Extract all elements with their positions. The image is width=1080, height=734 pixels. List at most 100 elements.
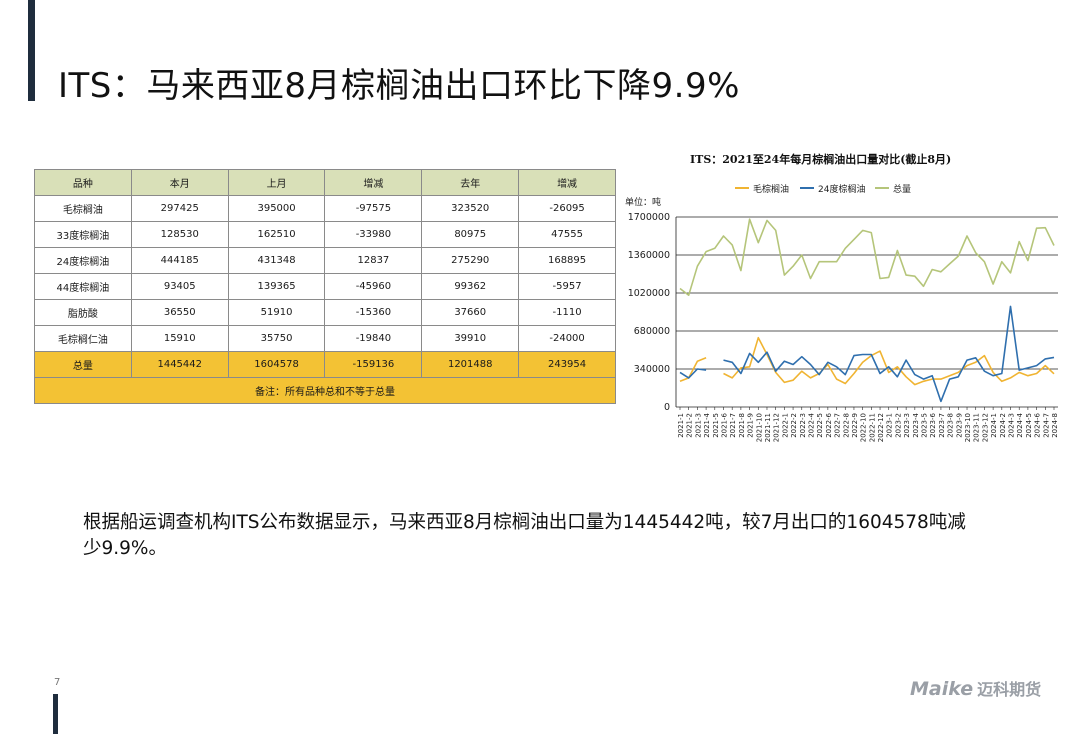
table-cell: 毛棕榈油	[34, 195, 132, 222]
table-row: 毛棕榈油 297425 395000 -97575 323520 -26095	[34, 195, 616, 222]
x-tick-label: 2021-12	[773, 413, 781, 442]
x-tick-label: 2021-5	[712, 413, 720, 438]
table-row: 44度棕榈油 93405 139365 -45960 99362 -5957	[34, 273, 616, 300]
x-tick-label: 2024-7	[1042, 413, 1050, 438]
table-cell: 15910	[130, 325, 229, 352]
table-header-row: 品种 本月 上月 增减 去年 增减	[34, 169, 616, 196]
table-total-cell: -159136	[324, 351, 423, 378]
x-tick-label: 2023-9	[955, 413, 963, 438]
x-tick-label: 2021-8	[738, 413, 746, 438]
table-cell: 297425	[130, 195, 229, 222]
table-note-row: 备注：所有品种总和不等于总量	[34, 377, 616, 404]
y-tick-label: 1020000	[628, 288, 670, 299]
x-tick-label: 2021-6	[720, 412, 728, 437]
table-cell: 37660	[421, 299, 520, 326]
chart-svg: ITS：2021至24年每月棕榈油出口量对比(截止8月) 单位：吨 毛棕榈油 24度棕…	[625, 152, 1059, 442]
x-tick-label: 2022-10	[860, 413, 868, 442]
table-cell: 323520	[421, 195, 520, 222]
table-cell: -97575	[324, 195, 423, 222]
table-row: 脂肪酸 36550 51910 -15360 37660 -1110	[34, 299, 616, 326]
x-tick-label: 2022-4	[807, 412, 815, 437]
table-cell: 44度棕榈油	[34, 273, 132, 300]
table-cell: 33度棕榈油	[34, 221, 132, 248]
table-cell: 80975	[421, 221, 520, 248]
y-tick-label: 680000	[634, 326, 670, 337]
x-tick-label: 2022-2	[790, 413, 798, 438]
x-tick-label: 2021-4	[703, 412, 711, 437]
table-row: 24度棕榈油 444185 431348 12837 275290 168895	[34, 247, 616, 274]
table-cell: 431348	[227, 247, 326, 274]
table-cell: 脂肪酸	[34, 299, 132, 326]
x-tick-label: 2022-9	[851, 413, 859, 438]
x-tick-label: 2021-1	[677, 413, 685, 438]
x-tick-label: 2024-3	[1008, 413, 1016, 438]
table-cell: 36550	[130, 299, 229, 326]
x-tick-label: 2023-2	[894, 413, 902, 438]
x-tick-label: 2022-1	[781, 413, 789, 438]
table-cell: 139365	[227, 273, 326, 300]
table-cell: 168895	[518, 247, 616, 274]
x-tick-label: 2022-8	[842, 413, 850, 438]
export-table: 品种 本月 上月 增减 去年 增减 毛棕榈油 297425 395000 -97575…	[34, 169, 616, 404]
series-line-毛棕榈油	[679, 357, 707, 383]
accent-bar-top	[28, 0, 35, 101]
table-note: 备注：所有品种总和不等于总量	[34, 377, 616, 404]
table-total-cell: 1201488	[421, 351, 520, 378]
table-cell: 47555	[518, 221, 616, 248]
logo-cn: 迈科期货	[977, 680, 1042, 699]
table-header-cell: 本月	[130, 169, 229, 196]
chart-title: ITS：2021至24年每月棕榈油出口量对比(截止8月)	[690, 152, 951, 166]
x-tick-label: 2024-2	[999, 413, 1007, 438]
table-cell: 444185	[130, 247, 229, 274]
export-chart: ITS：2021至24年每月棕榈油出口量对比(截止8月) 单位：吨 毛棕榈油 24度棕…	[615, 148, 1065, 452]
table-header-cell: 品种	[34, 169, 132, 196]
series-line-24度棕榈油	[723, 305, 1055, 403]
table-cell: 128530	[130, 221, 229, 248]
chart-unit-label: 单位：吨	[625, 196, 661, 208]
table-cell: 24度棕榈油	[34, 247, 132, 274]
x-tick-label: 2022-12	[877, 413, 885, 442]
x-tick-label: 2024-5	[1025, 413, 1033, 438]
table-cell: 12837	[324, 247, 423, 274]
table-cell: -5957	[518, 273, 616, 300]
x-tick-label: 2021-7	[729, 413, 737, 438]
x-tick-label: 2023-12	[981, 413, 989, 442]
table-header-cell: 增减	[324, 169, 423, 196]
legend-label: 毛棕榈油	[753, 183, 789, 195]
y-tick-label: 1360000	[628, 250, 670, 261]
table-total-cell: 243954	[518, 351, 616, 378]
table-total-cell: 总量	[34, 351, 132, 378]
x-tick-label: 2021-2	[686, 413, 694, 438]
table-cell: 51910	[227, 299, 326, 326]
x-tick-label: 2021-3	[694, 413, 702, 438]
table-cell: 毛棕榈仁油	[34, 325, 132, 352]
table-total-cell: 1604578	[227, 351, 326, 378]
table-cell: -45960	[324, 273, 423, 300]
page-title: ITS：马来西亚8月棕榈油出口环比下降9.9%	[58, 66, 740, 106]
x-tick-label: 2022-5	[816, 413, 824, 438]
table-cell: -26095	[518, 195, 616, 222]
table-cell: -19840	[324, 325, 423, 352]
x-tick-label: 2023-1	[886, 413, 894, 438]
x-tick-label: 2023-3	[903, 413, 911, 438]
y-tick-label: 340000	[634, 364, 670, 375]
x-tick-label: 2022-6	[825, 412, 833, 437]
y-tick-label: 0	[664, 402, 670, 413]
x-tick-label: 2022-3	[799, 413, 807, 438]
table-cell: 35750	[227, 325, 326, 352]
x-tick-label: 2022-11	[868, 413, 876, 442]
series-line-总量	[679, 218, 1055, 296]
table-cell: -24000	[518, 325, 616, 352]
x-tick-label: 2023-8	[947, 413, 955, 438]
table-cell: 99362	[421, 273, 520, 300]
table-cell: -15360	[324, 299, 423, 326]
x-tick-label: 2023-10	[964, 413, 972, 442]
x-tick-label: 2023-5	[921, 413, 929, 438]
page-number: 7	[54, 677, 61, 688]
table-cell: 395000	[227, 195, 326, 222]
accent-bar-bottom	[53, 694, 58, 734]
table-cell: 39910	[421, 325, 520, 352]
x-tick-label: 2023-11	[973, 413, 981, 442]
x-tick-label: 2023-4	[912, 412, 920, 437]
table-row: 33度棕榈油 128530 162510 -33980 80975 47555	[34, 221, 616, 248]
